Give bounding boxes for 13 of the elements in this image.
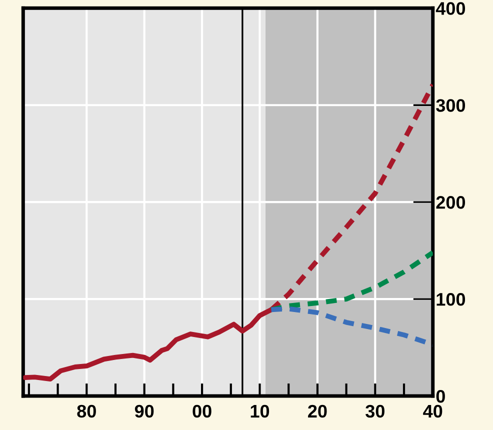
y-tick-label: 300 xyxy=(436,99,466,112)
y-tick-label: 400 xyxy=(436,2,466,15)
x-tick-label: 00 xyxy=(192,404,212,418)
y-tick-label: 100 xyxy=(436,293,466,306)
x-tick-label: 10 xyxy=(250,404,270,418)
y-tick-label: 200 xyxy=(436,196,466,209)
y-tick-label: 0 xyxy=(436,390,445,403)
x-tick-label: 20 xyxy=(308,404,327,418)
line-series xyxy=(268,250,433,312)
x-tick-label: 40 xyxy=(423,404,442,418)
x-tick-label: 80 xyxy=(77,404,96,418)
x-tick-label: 90 xyxy=(134,404,154,418)
x-tick-label: 30 xyxy=(366,404,384,418)
